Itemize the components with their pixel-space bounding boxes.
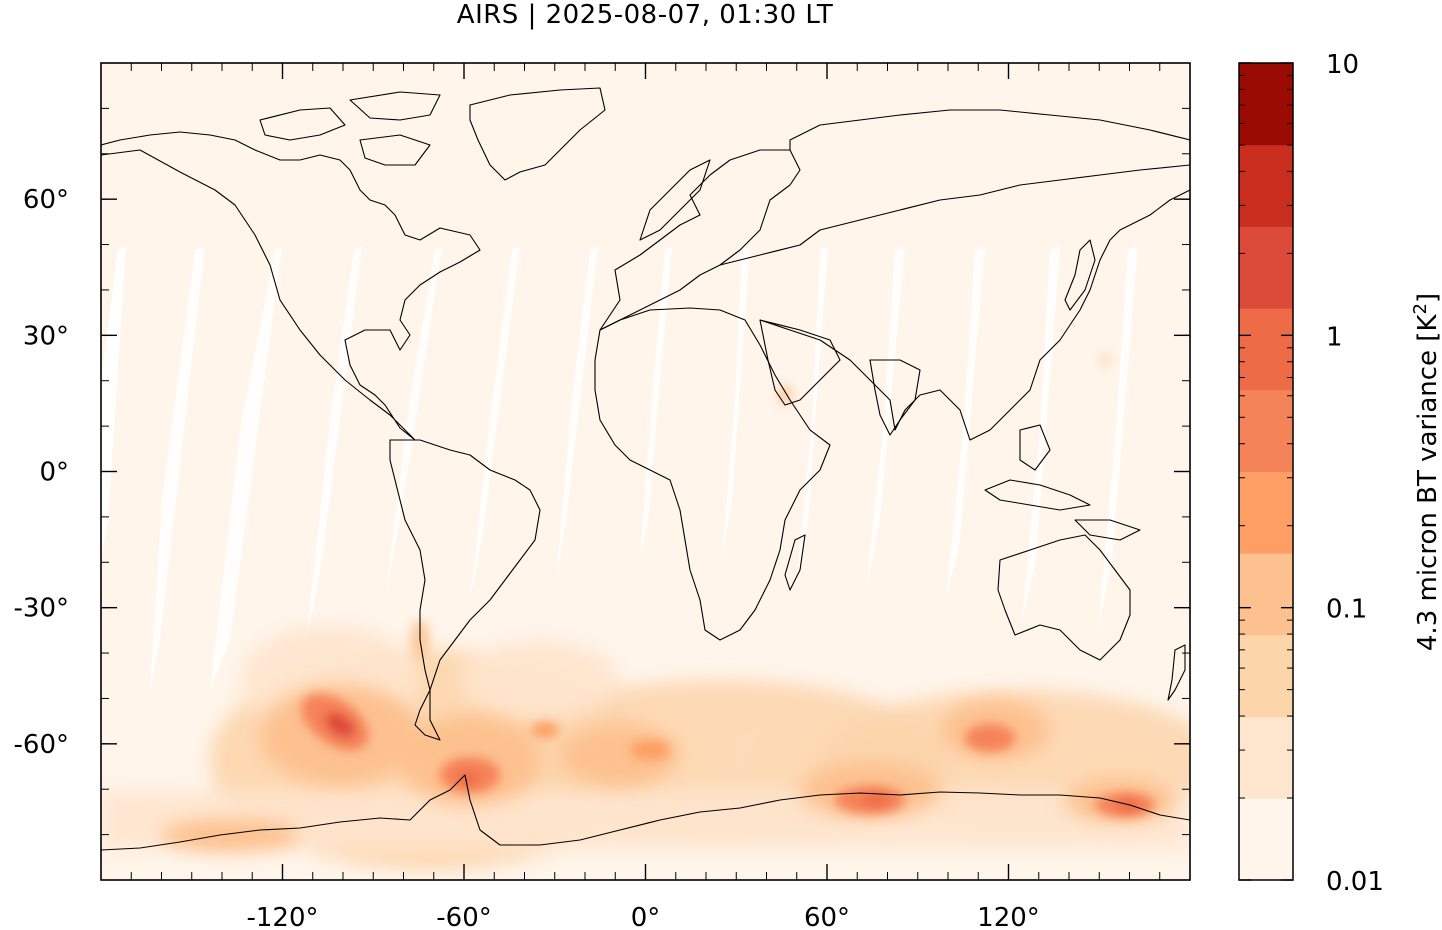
colorbar-tick-label: 0.1 xyxy=(1326,595,1367,625)
colorbar-level xyxy=(1239,634,1293,718)
colorbar-level xyxy=(1239,63,1293,146)
colorbar xyxy=(1238,62,1294,881)
x-tick-label: 0° xyxy=(631,903,661,930)
y-tick-label: 0° xyxy=(39,458,69,488)
colorbar-level xyxy=(1239,308,1293,391)
y-axis-ticks: 60° 30° 0° -30° -60° xyxy=(14,62,1190,881)
x-axis-ticks: -120° -60° 0° 60° 120° xyxy=(100,63,1191,930)
map-panel xyxy=(101,63,1190,880)
colorbar-tick-label: 1 xyxy=(1326,322,1343,352)
colorbar-frame xyxy=(1238,62,1294,881)
y-tick-label: -60° xyxy=(14,730,69,760)
y-tick-label: -30° xyxy=(14,594,69,624)
swath-gaps xyxy=(101,246,1138,775)
variance-field xyxy=(101,353,1190,870)
colorbar-level xyxy=(1239,798,1293,881)
colorbar-level xyxy=(1239,553,1293,636)
y-tick-label: 60° xyxy=(23,185,69,215)
x-tick-label: 60° xyxy=(804,903,850,930)
x-tick-label: -60° xyxy=(436,903,491,930)
y-tick-label: 30° xyxy=(23,321,69,351)
colorbar-level xyxy=(1239,226,1293,309)
x-tick-label: -120° xyxy=(246,903,318,930)
colorbar-ticks: 10 1 0.1 0.01 xyxy=(1239,50,1384,897)
colorbar-tick-label: 10 xyxy=(1326,50,1359,80)
colorbar-level xyxy=(1239,144,1293,227)
map-title: AIRS | 2025-08-07, 01:30 LT xyxy=(456,0,834,30)
coastlines xyxy=(101,87,1190,851)
x-tick-label: 120° xyxy=(977,903,1040,930)
colorbar-level xyxy=(1239,716,1293,799)
colorbar-label: 4.3 micron BT variance [K2] xyxy=(1410,293,1442,651)
colorbar-level xyxy=(1239,389,1293,472)
colorbar-level xyxy=(1239,471,1293,554)
colorbar-tick-label: 0.01 xyxy=(1326,867,1384,897)
